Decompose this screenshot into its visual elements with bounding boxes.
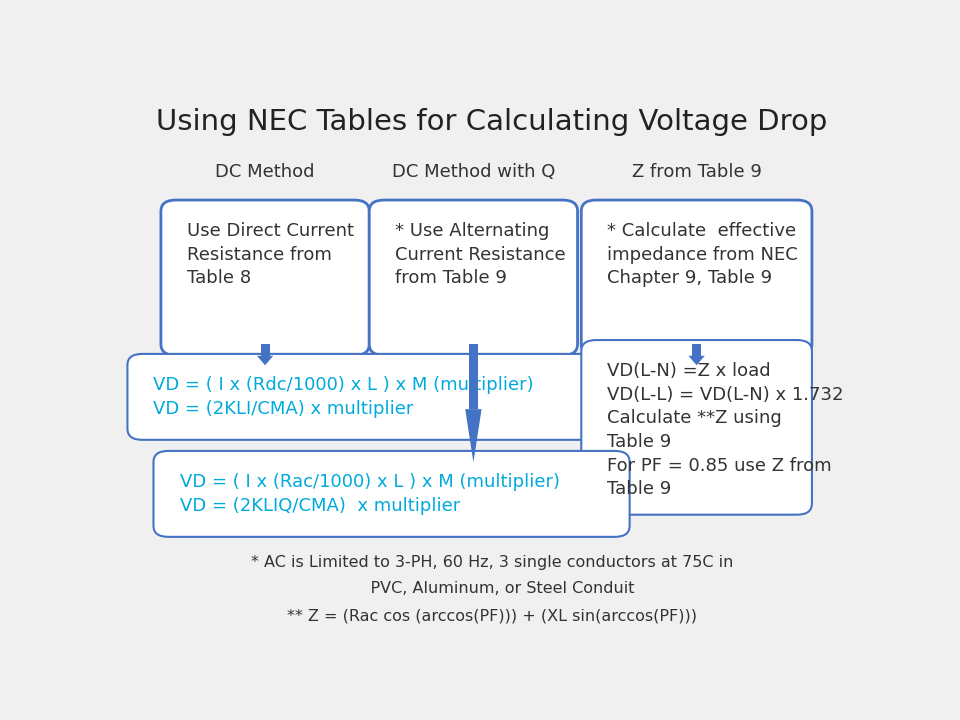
FancyBboxPatch shape [161,200,370,355]
Text: * AC is Limited to 3-PH, 60 Hz, 3 single conductors at 75C in: * AC is Limited to 3-PH, 60 Hz, 3 single… [251,555,733,570]
Text: DC Method with Q: DC Method with Q [392,163,555,181]
Text: * Calculate  effective
impedance from NEC
Chapter 9, Table 9: * Calculate effective impedance from NEC… [608,222,798,287]
Text: Using NEC Tables for Calculating Voltage Drop: Using NEC Tables for Calculating Voltage… [156,109,828,136]
Polygon shape [692,344,701,356]
Text: VD = ( I x (Rac/1000) x L ) x M (multiplier)
VD = (2KLIQ/CMA)  x multiplier: VD = ( I x (Rac/1000) x L ) x M (multipl… [180,473,560,515]
Text: * Use Alternating
Current Resistance
from Table 9: * Use Alternating Current Resistance fro… [396,222,565,287]
Text: VD(L-N) =Z x load
VD(L-L) = VD(L-N) x 1.732
Calculate **Z using
Table 9
For PF =: VD(L-N) =Z x load VD(L-L) = VD(L-N) x 1.… [608,362,844,498]
Text: DC Method: DC Method [215,163,315,181]
FancyBboxPatch shape [581,340,812,515]
Polygon shape [260,344,270,356]
Text: VD = ( I x (Rdc/1000) x L ) x M (multiplier)
VD = (2KLI/CMA) x multiplier: VD = ( I x (Rdc/1000) x L ) x M (multipl… [154,376,534,418]
Text: PVC, Aluminum, or Steel Conduit: PVC, Aluminum, or Steel Conduit [349,582,635,596]
Polygon shape [466,409,482,462]
Polygon shape [257,356,274,365]
FancyBboxPatch shape [154,451,630,537]
FancyBboxPatch shape [128,354,604,440]
Polygon shape [688,356,705,365]
Polygon shape [468,344,478,409]
Text: ** Z = (Rac cos (arccos(PF))) + (XL sin(arccos(PF))): ** Z = (Rac cos (arccos(PF))) + (XL sin(… [287,608,697,623]
Text: Use Direct Current
Resistance from
Table 8: Use Direct Current Resistance from Table… [187,222,354,287]
FancyBboxPatch shape [370,200,578,355]
FancyBboxPatch shape [581,200,812,355]
Text: Z from Table 9: Z from Table 9 [632,163,761,181]
